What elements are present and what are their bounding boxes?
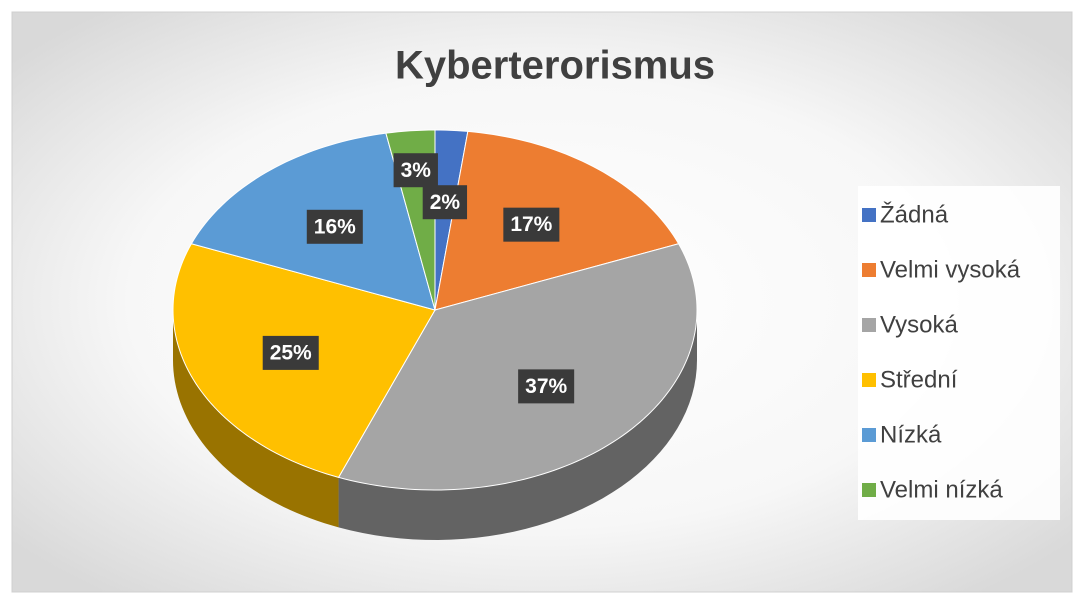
data-label: 37% xyxy=(518,369,575,404)
legend-label: Velmi nízká xyxy=(880,476,1003,503)
data-label-box xyxy=(393,153,438,188)
legend-swatch xyxy=(862,263,876,277)
legend-label: Nízká xyxy=(880,421,942,448)
data-label-text: 37% xyxy=(525,375,567,398)
legend-swatch xyxy=(862,318,876,332)
data-label: 3% xyxy=(393,153,438,188)
data-label: 25% xyxy=(262,335,319,370)
data-label-text: 3% xyxy=(401,159,432,182)
legend-box xyxy=(858,186,1060,520)
data-label: 16% xyxy=(306,209,363,244)
legend-swatch xyxy=(862,483,876,497)
slice-side xyxy=(173,310,339,528)
legend-swatch xyxy=(862,208,876,222)
data-label-text: 17% xyxy=(510,213,552,236)
legend-label: Velmi vysoká xyxy=(880,256,1021,283)
data-label-text: 25% xyxy=(270,341,312,364)
data-label-box xyxy=(262,335,319,370)
legend-label: Střední xyxy=(880,366,958,393)
data-label-box xyxy=(422,185,468,220)
data-label-box xyxy=(503,207,560,242)
data-label-box xyxy=(306,209,363,244)
data-label: 17% xyxy=(503,207,560,242)
data-label-text: 2% xyxy=(430,191,461,214)
legend-swatch xyxy=(862,428,876,442)
legend-label: Vysoká xyxy=(880,311,958,338)
slice xyxy=(337,243,698,491)
slice-side xyxy=(338,310,697,540)
legend-label: Žádná xyxy=(880,201,949,228)
data-label-box xyxy=(518,369,575,404)
legend-swatch xyxy=(862,373,876,387)
data-label-text: 16% xyxy=(314,215,356,238)
data-label: 2% xyxy=(422,185,468,220)
chart-title: Kyberterorismus xyxy=(395,44,715,88)
